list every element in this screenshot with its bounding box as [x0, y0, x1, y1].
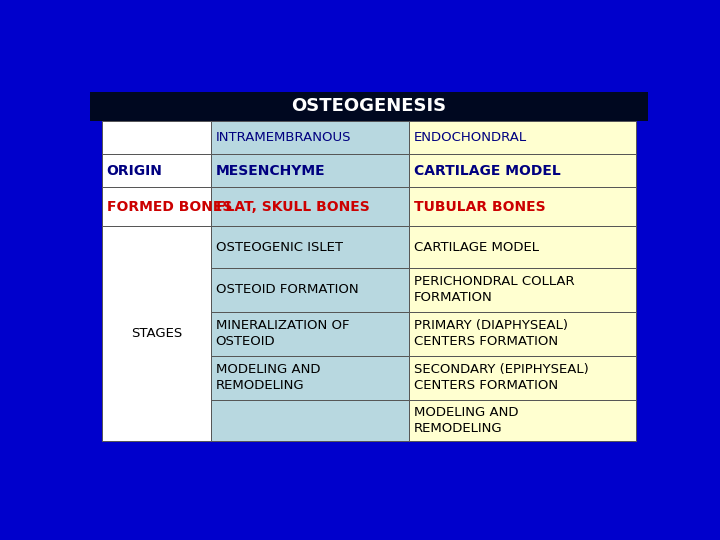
Bar [410, 356, 636, 400]
Bar [410, 400, 636, 441]
Text: ENDOCHONDRAL: ENDOCHONDRAL [414, 131, 527, 144]
Bar [102, 121, 211, 154]
Text: OSTEOGENESIS: OSTEOGENESIS [292, 97, 446, 116]
Bar [410, 154, 636, 187]
Text: ORIGIN: ORIGIN [107, 164, 163, 178]
Bar [102, 154, 211, 187]
Text: STAGES: STAGES [131, 327, 182, 340]
Bar [102, 226, 211, 441]
Bar [211, 400, 410, 441]
Bar [410, 226, 636, 268]
Bar [211, 154, 410, 187]
Bar [211, 356, 410, 400]
Text: CARTILAGE MODEL: CARTILAGE MODEL [414, 164, 561, 178]
Text: INTRAMEMBRANOUS: INTRAMEMBRANOUS [216, 131, 351, 144]
Text: PERICHONDRAL COLLAR
FORMATION: PERICHONDRAL COLLAR FORMATION [414, 275, 575, 305]
Bar [410, 312, 636, 356]
Bar [211, 121, 410, 154]
Text: PRIMARY (DIAPHYSEAL)
CENTERS FORMATION: PRIMARY (DIAPHYSEAL) CENTERS FORMATION [414, 319, 568, 348]
Text: TUBULAR BONES: TUBULAR BONES [414, 200, 546, 214]
Bar [90, 92, 648, 121]
Text: MINERALIZATION OF
OSTEOID: MINERALIZATION OF OSTEOID [216, 319, 349, 348]
Text: SECONDARY (EPIPHYSEAL)
CENTERS FORMATION: SECONDARY (EPIPHYSEAL) CENTERS FORMATION [414, 363, 589, 392]
Bar [211, 268, 410, 312]
Text: CARTILAGE MODEL: CARTILAGE MODEL [414, 241, 539, 254]
Text: FLAT, SKULL BONES: FLAT, SKULL BONES [216, 200, 369, 214]
Text: MODELING AND
REMODELING: MODELING AND REMODELING [414, 406, 518, 435]
Text: OSTEOID FORMATION: OSTEOID FORMATION [216, 284, 359, 296]
Bar [211, 226, 410, 268]
Text: MODELING AND
REMODELING: MODELING AND REMODELING [216, 363, 320, 392]
Text: OSTEOGENIC ISLET: OSTEOGENIC ISLET [216, 241, 343, 254]
Bar [211, 312, 410, 356]
Bar [410, 268, 636, 312]
Bar [410, 187, 636, 226]
Text: MESENCHYME: MESENCHYME [216, 164, 325, 178]
Text: FORMED BONES: FORMED BONES [107, 200, 232, 214]
Bar [211, 187, 410, 226]
Bar [102, 187, 211, 226]
Bar [410, 121, 636, 154]
